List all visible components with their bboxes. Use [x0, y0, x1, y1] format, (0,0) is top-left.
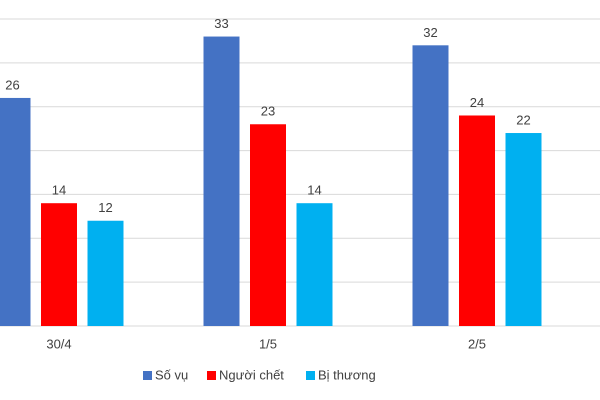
- value-label: 14: [307, 183, 321, 198]
- value-label: 23: [261, 104, 275, 119]
- bar: [505, 133, 542, 326]
- value-label: 33: [214, 16, 228, 31]
- legend-swatch: [143, 371, 152, 380]
- bar: [203, 36, 240, 327]
- bar: [250, 124, 286, 326]
- legend-swatch: [207, 371, 216, 380]
- x-tick-label: 30/4: [46, 336, 71, 351]
- x-tick-label: 2/5: [468, 336, 486, 351]
- value-label: 12: [98, 200, 112, 215]
- value-label: 24: [470, 95, 484, 110]
- bar: [296, 203, 333, 326]
- value-label: 22: [516, 112, 530, 127]
- legend-swatch: [306, 371, 315, 380]
- bar: [412, 45, 449, 327]
- bar: [41, 203, 77, 326]
- bar: [0, 97, 31, 326]
- legend-label: Số vụ: [155, 367, 188, 382]
- x-tick-label: 1/5: [259, 336, 277, 351]
- value-label: 14: [52, 183, 66, 198]
- legend-label: Người chết: [219, 367, 284, 382]
- value-label: 32: [423, 25, 437, 40]
- value-label: 26: [5, 77, 19, 92]
- bar: [459, 115, 495, 326]
- legend-label: Bị thương: [318, 367, 376, 382]
- bar: [87, 220, 124, 326]
